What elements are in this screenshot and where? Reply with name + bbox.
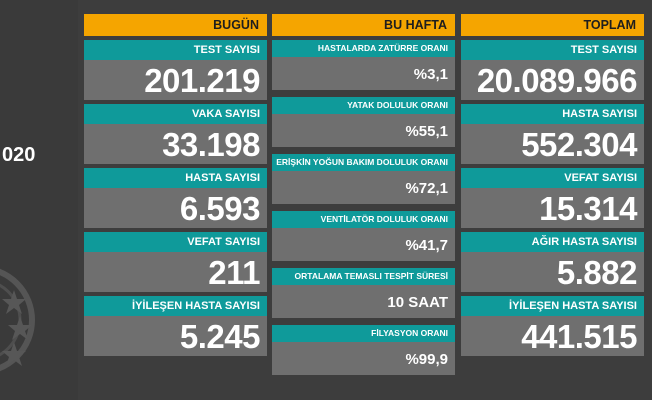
stat-card-total-critical: AĞIR HASTA SAYISI 5.882	[461, 232, 644, 292]
stat-value: 10 SAAT	[272, 285, 455, 318]
stat-card-week-ventilator-occupancy: VENTİLATÖR DOLULUK ORANI %41,7	[272, 211, 455, 261]
column-today: BUGÜN TEST SAYISI 201.219 VAKA SAYISI 33…	[84, 14, 267, 360]
stat-label: VENTİLATÖR DOLULUK ORANI	[272, 211, 455, 228]
stat-card-week-bed-occupancy: YATAK DOLULUK ORANI %55,1	[272, 97, 455, 147]
stat-label: ERİŞKİN YOĞUN BAKIM DOLULUK ORANI	[272, 154, 455, 171]
ministry-emblem-icon	[0, 268, 35, 372]
stat-label: ORTALAMA TEMASLI TESPİT SÜRESİ	[272, 268, 455, 285]
stat-value: 5.882	[461, 252, 644, 292]
stat-label: VAKA SAYISI	[84, 104, 267, 124]
stat-card-total-patients: HASTA SAYISI 552.304	[461, 104, 644, 164]
stat-value: %55,1	[272, 114, 455, 147]
stat-value: 441.515	[461, 316, 644, 356]
stat-label: VEFAT SAYISI	[461, 168, 644, 188]
stat-card-total-tests: TEST SAYISI 20.089.966	[461, 40, 644, 100]
stat-label: HASTALARDA ZATÜRRE ORANI	[272, 40, 455, 57]
date-fragment: 020	[2, 144, 36, 166]
stat-value: 6.593	[84, 188, 267, 228]
stat-value: 33.198	[84, 124, 267, 164]
left-panel: 020	[0, 0, 78, 400]
stat-label: YATAK DOLULUK ORANI	[272, 97, 455, 114]
stat-card-week-filiation-rate: FİLYASYON ORANI %99,9	[272, 325, 455, 375]
stat-value: 20.089.966	[461, 60, 644, 100]
stat-card-today-recovered: İYİLEŞEN HASTA SAYISI 5.245	[84, 296, 267, 356]
column-header-total: TOPLAM	[461, 14, 644, 36]
column-header-week: BU HAFTA	[272, 14, 455, 36]
stat-label: FİLYASYON ORANI	[272, 325, 455, 342]
stat-label: TEST SAYISI	[461, 40, 644, 60]
stat-value: %3,1	[272, 57, 455, 90]
stat-value: %72,1	[272, 171, 455, 204]
stat-card-today-tests: TEST SAYISI 201.219	[84, 40, 267, 100]
stat-label: HASTA SAYISI	[461, 104, 644, 124]
column-total: TOPLAM TEST SAYISI 20.089.966 HASTA SAYI…	[461, 14, 644, 360]
stat-label: VEFAT SAYISI	[84, 232, 267, 252]
stat-value: 201.219	[84, 60, 267, 100]
column-header-today: BUGÜN	[84, 14, 267, 36]
stat-card-total-recovered: İYİLEŞEN HASTA SAYISI 441.515	[461, 296, 644, 356]
stat-card-today-deaths: VEFAT SAYISI 211	[84, 232, 267, 292]
stat-card-total-deaths: VEFAT SAYISI 15.314	[461, 168, 644, 228]
stat-card-week-contact-tracing-time: ORTALAMA TEMASLI TESPİT SÜRESİ 10 SAAT	[272, 268, 455, 318]
stat-card-week-pneumonia-rate: HASTALARDA ZATÜRRE ORANI %3,1	[272, 40, 455, 90]
stat-label: HASTA SAYISI	[84, 168, 267, 188]
stat-label: İYİLEŞEN HASTA SAYISI	[461, 296, 644, 316]
stat-value: 5.245	[84, 316, 267, 356]
stat-label: İYİLEŞEN HASTA SAYISI	[84, 296, 267, 316]
stat-card-today-patients: HASTA SAYISI 6.593	[84, 168, 267, 228]
stat-value: 211	[84, 252, 267, 292]
stat-card-week-icu-occupancy: ERİŞKİN YOĞUN BAKIM DOLULUK ORANI %72,1	[272, 154, 455, 204]
stat-value: 15.314	[461, 188, 644, 228]
stat-value: 552.304	[461, 124, 644, 164]
stat-value: %99,9	[272, 342, 455, 375]
stat-label: TEST SAYISI	[84, 40, 267, 60]
stat-card-today-cases: VAKA SAYISI 33.198	[84, 104, 267, 164]
column-this-week: BU HAFTA HASTALARDA ZATÜRRE ORANI %3,1 Y…	[272, 14, 455, 382]
stat-value: %41,7	[272, 228, 455, 261]
stat-label: AĞIR HASTA SAYISI	[461, 232, 644, 252]
